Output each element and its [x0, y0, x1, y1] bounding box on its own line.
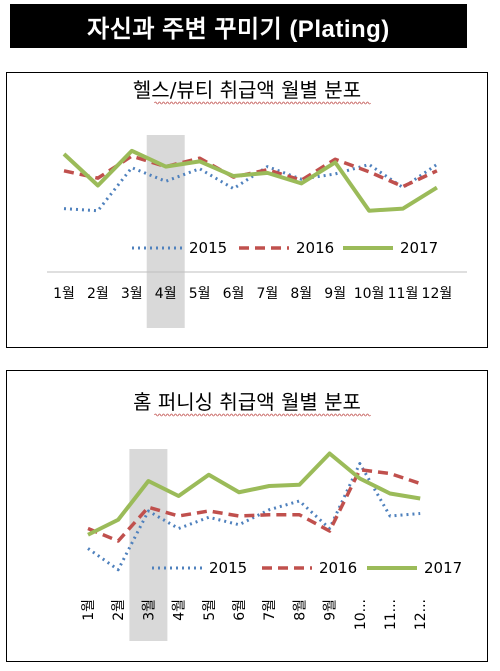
series-line-2015 [87, 462, 421, 572]
x-tick-label: 6월 [223, 286, 245, 302]
series-line-2017 [62, 148, 438, 213]
x-tick-label: 12월 [422, 286, 453, 302]
legend-label-2015: 2015 [189, 239, 227, 257]
title-underline [154, 413, 371, 417]
x-tick-label: 5월 [202, 599, 218, 621]
page-title: 자신과 주변 꾸미기 (Plating) [87, 15, 390, 43]
x-tick-label: 12... [413, 599, 429, 630]
series-line-2016 [87, 468, 421, 543]
chart-panel-health-beauty: 헬스/뷰티 취급액 월별 분포 1월 2월 3월 4월 5월 6월 7월 8월 9월 10월 11월 1… [6, 72, 488, 348]
x-tick-label: 3월 [121, 286, 143, 302]
x-tick-label: 6월 [232, 599, 248, 621]
chart-title: 헬스/뷰티 취급액 월별 분포 [133, 78, 361, 102]
chart-health-beauty: 헬스/뷰티 취급액 월별 분포 1월 2월 3월 4월 5월 6월 7월 8월 9월 10월 11월 1… [47, 78, 467, 328]
chart-panel-home-furnishing: 홈 퍼니싱 취급액 월별 분포 1월 2월 3월 4월 5월 6월 7월 8월 9월 10... 11… [6, 370, 488, 662]
x-tick-label: 4월 [172, 599, 188, 621]
x-tick-label: 9월 [324, 286, 346, 302]
chart-title: 홈 퍼니싱 취급액 월별 분포 [133, 390, 361, 414]
legend-label-2017: 2017 [400, 239, 438, 257]
x-tick-label: 7월 [257, 286, 279, 302]
x-tick-label: 3월 [141, 599, 157, 621]
x-tick-label: 5월 [189, 286, 211, 302]
x-tick-label: 10... [353, 599, 369, 630]
legend-label-2015: 2015 [209, 559, 247, 577]
series-line-2017 [87, 451, 421, 537]
x-tick-label: 7월 [262, 599, 278, 621]
legend-label-2016: 2016 [319, 559, 357, 577]
legend-label-2017: 2017 [424, 559, 462, 577]
x-tick-label: 11월 [388, 286, 419, 302]
x-tick-label: 1월 [81, 599, 97, 621]
x-tick-label: 10월 [354, 286, 385, 302]
series-line-2015 [63, 163, 438, 213]
chart-home-furnishing: 홈 퍼니싱 취급액 월별 분포 1월 2월 3월 4월 5월 6월 7월 8월 9월 10... 11… [81, 390, 462, 641]
x-tick-label: 8월 [292, 599, 308, 621]
legend-label-2016: 2016 [296, 239, 334, 257]
x-tick-label: 1월 [53, 286, 75, 302]
x-tick-label: 2월 [87, 286, 109, 302]
x-tick-label: 4월 [155, 286, 177, 302]
x-tick-label: 8월 [290, 286, 312, 302]
x-tick-label: 9월 [323, 599, 339, 621]
page-header: 자신과 주변 꾸미기 (Plating) [10, 4, 467, 48]
title-underline [154, 101, 371, 105]
x-tick-label: 11... [383, 599, 399, 630]
x-tick-label: 2월 [111, 599, 127, 621]
